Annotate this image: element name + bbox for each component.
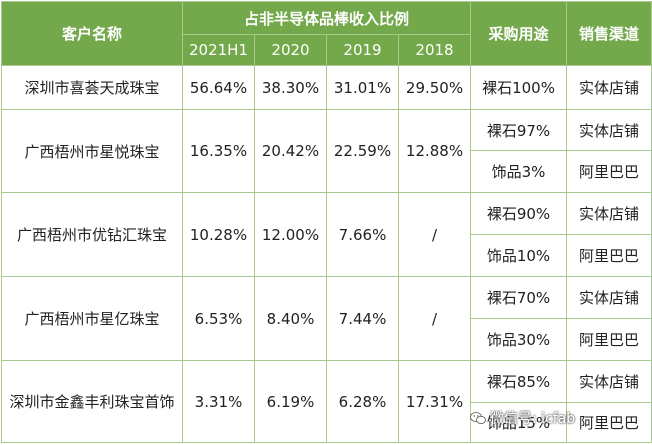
purpose-cell: 裸石90% bbox=[470, 192, 568, 235]
customer-name: 深圳市喜荟天成珠宝 bbox=[1, 65, 183, 110]
channel-cell: 实体店铺 bbox=[566, 276, 652, 319]
ratio-2020: 20.42% bbox=[254, 109, 327, 193]
ratio-2021h1: 6.53% bbox=[182, 276, 255, 361]
header-customer: 客户名称 bbox=[1, 1, 183, 66]
watermark-text: 微信号: icfab bbox=[490, 411, 576, 427]
channel-cell: 阿里巴巴 bbox=[566, 150, 652, 193]
channel-cell: 实体店铺 bbox=[566, 192, 652, 235]
channel-cell: 阿里巴巴 bbox=[566, 318, 652, 361]
header-channel: 销售渠道 bbox=[566, 1, 652, 66]
wechat-icon bbox=[470, 412, 486, 424]
ratio-2019: 31.01% bbox=[326, 65, 399, 110]
customer-name: 广西梧州市星亿珠宝 bbox=[1, 276, 183, 361]
purpose-cell: 裸石97% bbox=[470, 109, 568, 151]
purpose-cell: 饰品10% bbox=[470, 234, 568, 277]
header-year-2019: 2019 bbox=[326, 34, 399, 66]
ratio-2018: / bbox=[397, 192, 472, 277]
table-row: 广西梧州市优钻汇珠宝 10.28% 12.00% 7.66% / 裸石90% 实… bbox=[1, 192, 652, 277]
header-purpose: 采购用途 bbox=[470, 1, 568, 66]
ratio-2021h1: 10.28% bbox=[182, 192, 255, 277]
customer-name: 深圳市金鑫丰利珠宝首饰 bbox=[1, 360, 183, 443]
ratio-2020: 12.00% bbox=[254, 192, 327, 277]
table-row: 饰品30% 阿里巴巴 bbox=[2, 318, 652, 361]
channel-cell: 实体店铺 bbox=[566, 65, 652, 110]
header-year-2018: 2018 bbox=[397, 34, 472, 66]
ratio-2018: 12.88% bbox=[397, 109, 472, 193]
ratio-2019: 6.28% bbox=[326, 360, 399, 443]
ratio-2018: 29.50% bbox=[397, 65, 472, 110]
customer-name: 广西梧州市星悦珠宝 bbox=[1, 109, 183, 193]
customer-name: 广西梧州市优钻汇珠宝 bbox=[1, 192, 183, 277]
header-year-2020: 2020 bbox=[254, 34, 327, 66]
purpose-cell: 裸石70% bbox=[470, 276, 568, 319]
ratio-2018: 17.31% bbox=[397, 360, 472, 443]
table-row: 广西梧州市星亿珠宝 6.53% 8.40% 7.44% / 裸石70% 实体店铺 bbox=[1, 276, 652, 361]
table-row: 广西梧州市星悦珠宝 16.35% 20.42% 22.59% 12.88% 裸石… bbox=[1, 109, 652, 193]
purpose-cell: 饰品15% bbox=[470, 402, 568, 443]
ratio-2021h1: 3.31% bbox=[182, 360, 255, 443]
table-row: 饰品3% 阿里巴巴 bbox=[2, 150, 652, 193]
header-year-2021h1: 2021H1 bbox=[182, 34, 255, 66]
table-row: 饰品10% 阿里巴巴 bbox=[2, 234, 652, 277]
channel-cell: 阿里巴巴 bbox=[566, 234, 652, 277]
ratio-2018: / bbox=[397, 276, 472, 361]
ratio-2019: 7.66% bbox=[326, 192, 399, 277]
channel-cell: 实体店铺 bbox=[566, 360, 652, 403]
channel-cell: 阿里巴巴 bbox=[566, 402, 652, 443]
ratio-2019: 22.59% bbox=[326, 109, 399, 193]
ratio-2020: 38.30% bbox=[254, 65, 327, 110]
table-row: 饰品15% 阿里巴巴 bbox=[2, 402, 652, 443]
purpose-cell: 饰品3% bbox=[470, 150, 568, 193]
ratio-2021h1: 16.35% bbox=[182, 109, 255, 193]
ratio-2019: 7.44% bbox=[326, 276, 399, 361]
purpose-cell: 裸石85% bbox=[470, 360, 568, 403]
header-ratio-group: 占非半导体品棒收入比例 bbox=[181, 1, 472, 35]
table-row: 深圳市喜荟天成珠宝 56.64% 38.30% 31.01% 29.50% 裸石… bbox=[1, 65, 652, 110]
watermark: 微信号: icfab bbox=[470, 408, 575, 428]
purpose-cell: 饰品30% bbox=[470, 318, 568, 361]
purpose-cell: 裸石100% bbox=[470, 65, 568, 110]
channel-cell: 实体店铺 bbox=[566, 109, 652, 151]
ratio-2020: 8.40% bbox=[254, 276, 327, 361]
ratio-2020: 6.19% bbox=[254, 360, 327, 443]
table-row: 深圳市金鑫丰利珠宝首饰 3.31% 6.19% 6.28% 17.31% 裸石8… bbox=[1, 360, 652, 443]
ratio-2021h1: 56.64% bbox=[182, 65, 255, 110]
